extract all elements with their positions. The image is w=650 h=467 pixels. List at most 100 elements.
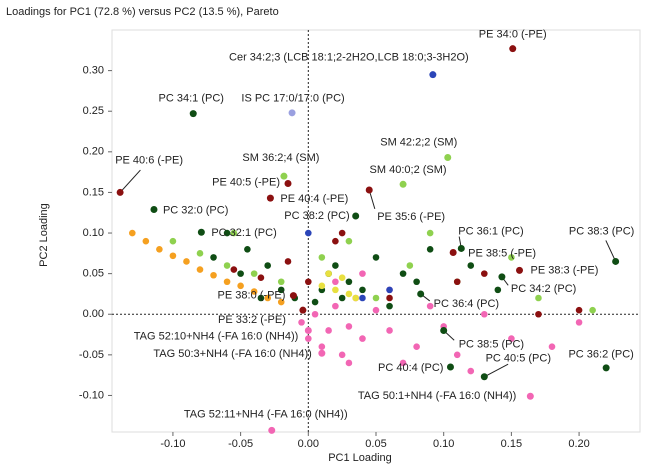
point [345,323,353,330]
point [311,298,319,306]
point-label: SM 36:2;4 (SM) [242,152,319,164]
point [156,245,163,253]
x-tick-label: -0.10 [160,438,185,450]
point [325,327,332,334]
point [372,254,380,261]
point [332,302,339,310]
point [481,270,488,277]
point [223,278,231,286]
point-label: PC 32:1 (PC) [211,227,276,239]
point [453,278,461,286]
point [257,294,265,302]
point [244,245,251,253]
annotated-point [284,179,292,187]
annotated-point [365,186,373,194]
point [399,359,407,367]
x-tick-label: 0.10 [433,438,454,450]
point [169,237,177,245]
point [196,266,204,273]
leader-line [605,240,617,262]
point [399,270,407,277]
point [305,229,312,237]
annotated-point [280,172,288,180]
x-axis-label: PC1 Loading [328,452,392,464]
point [338,274,346,281]
point [311,310,319,318]
point-label: PC 34:1 (PC) [159,93,224,105]
annotated-point [612,257,620,265]
y-tick-label: 0.30 [83,65,104,77]
point [359,286,366,294]
point-label: PE 38:5 (-PE) [468,247,536,259]
point-label: SM 42:2;2 (SM) [380,136,457,148]
point [257,274,265,281]
x-tick-label: 0.05 [365,438,386,450]
point-label: PE 40:6 (-PE) [115,154,183,166]
point [453,351,461,359]
point-label: PC 40:5 (PC) [486,353,551,365]
point [338,351,346,359]
point [305,278,312,286]
y-tick-label: 0.20 [83,146,104,158]
annotated-point [189,110,197,118]
point [223,229,231,237]
point [345,359,353,367]
annotated-point [417,290,425,298]
point-label: PC 38:3 (PC) [569,225,634,237]
point [386,286,393,294]
point [359,294,366,302]
x-tick-label: 0.15 [501,438,522,450]
point [413,343,420,351]
point [413,278,420,286]
point [508,254,515,261]
point [338,294,346,302]
point-label: PE 38:3 (-PE) [531,264,599,276]
point [467,367,475,375]
point [352,294,359,302]
point [372,294,380,302]
point [406,262,414,269]
point [548,343,556,351]
point [169,252,177,260]
x-tick-label: -0.05 [228,438,253,450]
point [318,282,326,290]
point [223,262,231,269]
point [535,294,542,302]
y-tick-label: 0.15 [83,186,104,198]
point-label: IS PC 17:0/17:0 (PC) [241,93,344,105]
annotated-point [480,373,488,381]
annotated-point [509,45,517,53]
y-tick-label: 0.10 [83,227,104,239]
annotated-point [449,249,457,257]
point [359,335,366,342]
point [277,286,285,294]
y-tick-label: 0.25 [83,105,104,117]
y-tick-label: 0.00 [83,308,104,320]
point-label: PC 40:4 (PC) [378,362,443,374]
point-label: PC 36:2 (PC) [568,349,633,361]
point [426,245,434,253]
leader-line [119,169,141,193]
point [264,262,271,269]
point-label: TAG 52:10+NH4 (-FA 16:0 (NH4)) [134,330,299,342]
point-label: PC 32:0 (PC) [163,204,228,216]
point [359,270,366,277]
point [210,271,217,279]
annotated-point [318,349,326,357]
point [142,237,150,245]
annotated-point [116,188,124,196]
point-label: Cer 34:2;3 (LCB 18:1;2-2H2O,LCB 18:0;3-3… [229,52,469,64]
annotated-point [150,205,158,213]
annotated-point [440,326,448,334]
point [250,288,258,295]
point [338,229,346,237]
point-label: PC 36:4 (PC) [434,298,499,310]
point [386,294,393,302]
point-label: PE 40:4 (-PE) [280,193,348,205]
point [230,266,238,273]
point-label: TAG 50:3+NH4 (-FA 16:0 (NH4)) [153,348,311,360]
point [318,254,326,261]
annotated-point [399,180,407,188]
point-label: PC 34:2 (PC) [511,283,576,295]
